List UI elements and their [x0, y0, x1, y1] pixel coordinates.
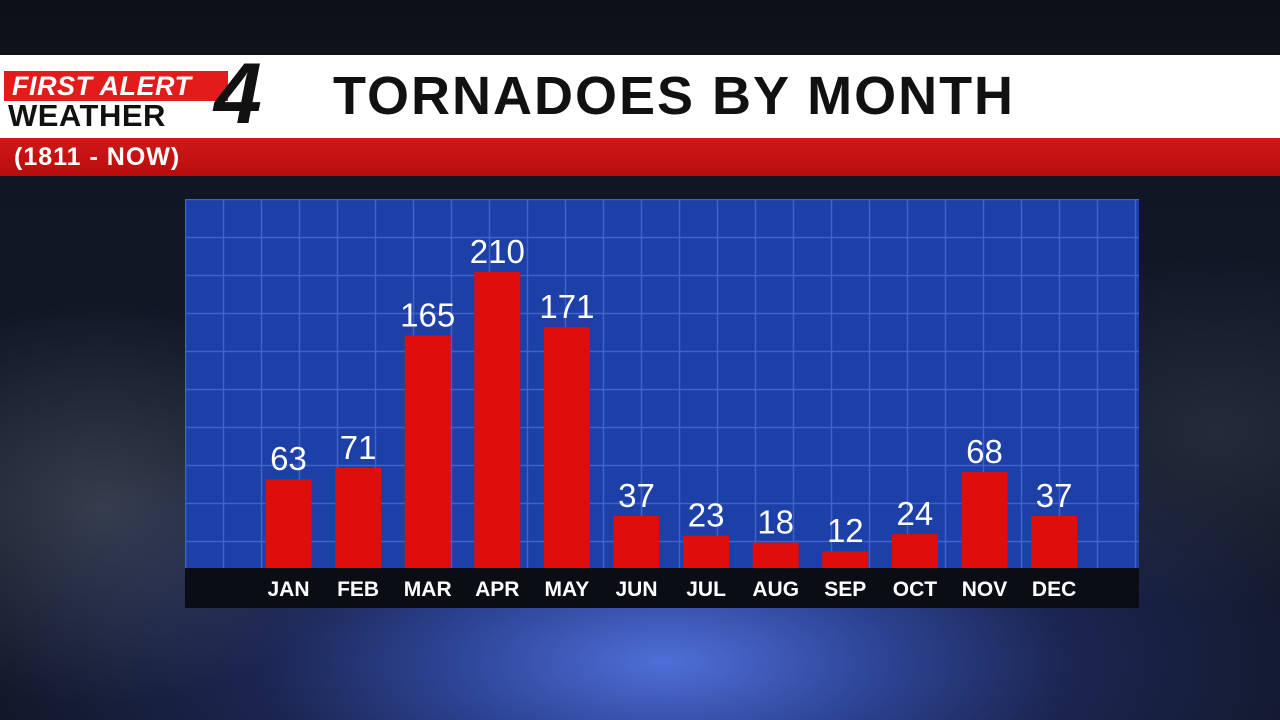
station-logo: FIRST ALERT WEATHER 4: [0, 49, 300, 139]
logo-first-alert-text: FIRST ALERT: [12, 71, 192, 101]
logo-red-box: [4, 71, 228, 101]
data-label-jul: 23: [688, 497, 725, 534]
tick-label-aug: AUG: [752, 578, 799, 601]
logo-weather-text: WEATHER: [8, 98, 166, 133]
tick-label-jun: JUN: [615, 578, 657, 601]
bar-chart-svg: 63 JAN 71 FEB 165 MAR 210 APR 171 MAY 37 JUN 23 JUL 18…: [185, 199, 1139, 608]
bar-apr: [474, 271, 521, 568]
bar-jan: [265, 479, 312, 568]
tick-label-sep: SEP: [824, 578, 866, 601]
bar-mar: [404, 335, 451, 568]
tick-label-may: MAY: [545, 578, 590, 601]
data-label-apr: 210: [470, 233, 525, 270]
tick-label-oct: OCT: [893, 578, 938, 601]
tick-label-apr: APR: [475, 578, 519, 601]
bar-jun: [613, 515, 660, 568]
tick-label-mar: MAR: [404, 578, 452, 601]
bar-chart: 63 JAN 71 FEB 165 MAR 210 APR 171 MAY 37 JUN 23 JUL 18…: [185, 199, 1139, 608]
data-label-aug: 18: [757, 504, 794, 541]
data-label-nov: 68: [966, 433, 1003, 470]
data-label-oct: 24: [897, 495, 934, 532]
bar-oct: [891, 534, 938, 568]
chart-subtitle: (1811 - NOW): [14, 143, 181, 171]
data-label-sep: 12: [827, 512, 864, 549]
bar-nov: [961, 472, 1008, 568]
tick-label-nov: NOV: [962, 578, 1008, 601]
bar-aug: [752, 542, 799, 568]
data-label-dec: 37: [1036, 477, 1073, 514]
data-label-may: 171: [539, 288, 594, 325]
subtitle-bar: (1811 - NOW): [0, 138, 1280, 176]
tick-label-feb: FEB: [337, 578, 379, 601]
x-axis-band: [185, 568, 1139, 608]
bar-jul: [683, 535, 730, 568]
bar-sep: [822, 551, 869, 568]
bar-dec: [1031, 515, 1078, 568]
bar-may: [543, 326, 590, 568]
data-label-feb: 71: [340, 429, 377, 466]
bar-feb: [335, 467, 382, 568]
data-label-jun: 37: [618, 477, 655, 514]
data-label-mar: 165: [400, 296, 455, 333]
tick-label-jan: JAN: [267, 578, 309, 601]
logo-channel-number: 4: [214, 46, 262, 142]
tick-label-jul: JUL: [686, 578, 726, 601]
chart-title: TORNADOES BY MONTH: [333, 66, 1016, 126]
tick-label-dec: DEC: [1032, 578, 1076, 601]
data-label-jan: 63: [270, 440, 307, 477]
